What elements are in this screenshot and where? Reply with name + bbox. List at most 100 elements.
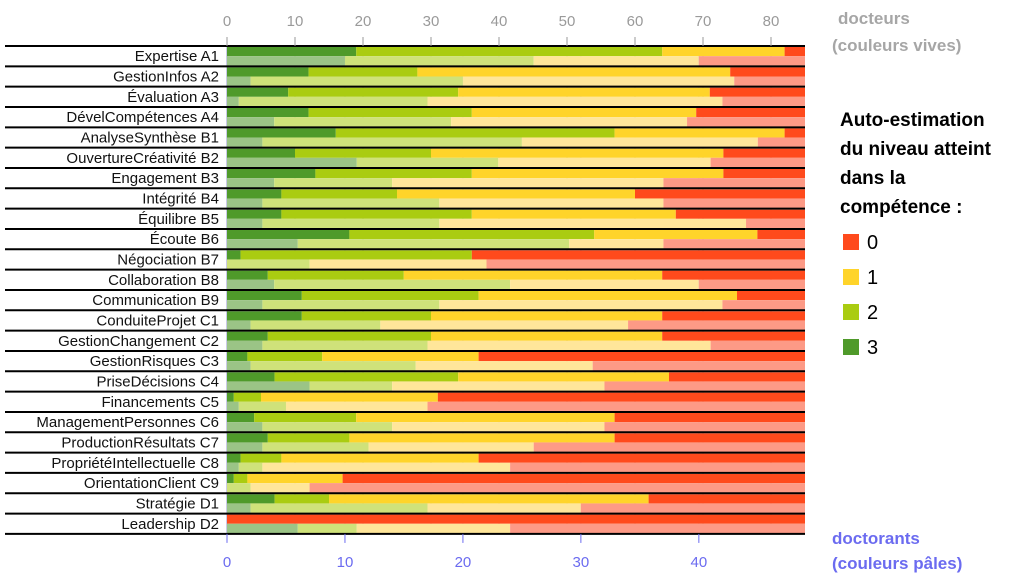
bar-segment-docteurs-level-0 — [675, 209, 805, 219]
bar-row — [227, 372, 805, 392]
bar-segment-docteurs-level-3 — [227, 290, 302, 301]
bar-segment-doctorants-level-0 — [722, 96, 805, 107]
bar-row — [227, 351, 805, 372]
category-label: ProductionRésultats C7 — [61, 434, 219, 451]
bar-segment-docteurs-level-2 — [274, 372, 459, 382]
bar-segment-doctorants-level-2 — [297, 523, 357, 534]
bar-segment-docteurs-level-2 — [254, 412, 357, 423]
bar-segment-doctorants-level-1 — [392, 381, 605, 392]
bar-segment-docteurs-level-1 — [614, 128, 785, 138]
bar-segment-doctorants-level-2 — [250, 503, 428, 514]
bar-segment-docteurs-level-3 — [227, 87, 289, 97]
bar-segment-doctorants-level-1 — [285, 401, 428, 412]
bar-row — [227, 453, 805, 473]
category-label: Collaboration B8 — [108, 272, 219, 289]
bar-segment-doctorants-level-2 — [274, 279, 511, 290]
category-label: GestionRisques C3 — [90, 353, 219, 370]
bar-segment-doctorants-level-3 — [227, 462, 239, 473]
bar-segment-docteurs-level-0 — [757, 229, 805, 240]
category-label: Communication B9 — [92, 292, 219, 309]
category-label: GestionChangement C2 — [58, 333, 219, 350]
bar-segment-docteurs-level-0 — [662, 331, 805, 341]
bottom-axis-doctorants: doctorants (couleurs pâles) 0 10 20 30 40 — [223, 529, 963, 573]
category-label: Évaluation A3 — [127, 89, 219, 106]
bar-segment-doctorants-level-3 — [227, 178, 275, 189]
bar-segment-doctorants-level-0 — [309, 483, 805, 494]
bar-segment-doctorants-level-1 — [309, 259, 487, 270]
bar-row — [227, 87, 805, 107]
bar-segment-doctorants-level-1 — [368, 442, 534, 453]
bar-segment-doctorants-level-0 — [628, 320, 805, 331]
bar-segment-doctorants-level-2 — [238, 401, 286, 412]
bar-segment-doctorants-level-2 — [262, 198, 440, 209]
category-label: PropriétéIntellectuelle C8 — [51, 455, 219, 472]
bar-segment-docteurs-level-1 — [322, 351, 479, 362]
bar-segment-doctorants-level-2 — [227, 259, 310, 270]
bar-segment-docteurs-level-2 — [308, 107, 472, 118]
bar-segment-doctorants-level-0 — [604, 422, 805, 433]
bar-segment-doctorants-level-1 — [569, 239, 664, 250]
category-label: OuvertureCréativité B2 — [66, 150, 219, 167]
bar-segment-docteurs-level-3 — [227, 250, 241, 260]
bar-segment-docteurs-level-2 — [233, 392, 261, 402]
top-tick-label: 50 — [559, 13, 576, 30]
bar-segment-docteurs-level-0 — [478, 453, 805, 463]
bar-segment-doctorants-level-3 — [227, 117, 275, 128]
bar-segment-doctorants-level-1 — [356, 523, 511, 534]
bar-segment-doctorants-level-2 — [238, 462, 263, 473]
category-label: AnalyseSynthèse B1 — [81, 129, 219, 146]
bar-segment-doctorants-level-0 — [427, 401, 805, 412]
bar-segment-doctorants-level-3 — [227, 422, 263, 433]
bar-segment-docteurs-level-1 — [458, 372, 669, 382]
bar-segment-docteurs-level-0 — [471, 250, 805, 260]
bar-segment-doctorants-level-3 — [227, 137, 263, 148]
category-label: Leadership D2 — [121, 516, 219, 533]
bar-segment-docteurs-level-2 — [233, 473, 248, 484]
bar-segment-docteurs-level-0 — [723, 168, 805, 179]
category-label: Écoute B6 — [150, 231, 219, 248]
bottom-tick-label: 30 — [573, 554, 590, 571]
category-label: Négociation B7 — [117, 251, 219, 268]
bar-segment-docteurs-level-3 — [227, 433, 268, 443]
bar-segment-docteurs-level-2 — [349, 229, 595, 240]
legend-title-line2: du niveau atteint — [840, 139, 992, 160]
top-tick-label: 0 — [223, 13, 231, 30]
top-tick-label: 70 — [695, 13, 712, 30]
bar-segment-doctorants-level-0 — [698, 279, 805, 290]
bar-segment-doctorants-level-2 — [238, 96, 428, 107]
bar-row — [227, 311, 805, 331]
bar-segment-docteurs-level-2 — [267, 331, 431, 341]
bar-segment-docteurs-level-3 — [227, 392, 234, 402]
bottom-tick-label: 40 — [690, 554, 707, 571]
bar-segment-doctorants-level-0 — [663, 198, 805, 209]
bar-segment-doctorants-level-3 — [227, 218, 263, 229]
bar-segment-docteurs-level-1 — [594, 229, 758, 240]
legend-label-level-3: 3 — [867, 337, 878, 359]
top-tick-label: 30 — [423, 13, 440, 30]
bar-segment-docteurs-level-3 — [227, 351, 248, 362]
bar-segment-doctorants-level-3 — [227, 279, 275, 290]
bar-segment-docteurs-level-0 — [342, 473, 805, 484]
bar-segment-docteurs-level-2 — [281, 209, 472, 219]
bottom-axis-title-line1: doctorants — [832, 529, 920, 548]
bar-segment-docteurs-level-0 — [437, 392, 805, 402]
top-axis-title-line1: docteurs — [838, 9, 910, 28]
bar-segment-doctorants-level-1 — [392, 422, 605, 433]
legend-swatch-level-1 — [843, 269, 859, 285]
bar-segment-doctorants-level-2 — [344, 56, 534, 67]
category-label: GestionInfos A2 — [113, 69, 219, 86]
bottom-tick-label: 0 — [223, 554, 231, 571]
bar-segment-docteurs-level-1 — [431, 311, 663, 321]
bar-segment-docteurs-level-2 — [356, 47, 663, 57]
bar-segment-doctorants-level-1 — [427, 96, 723, 107]
bar-segment-doctorants-level-1 — [439, 300, 723, 311]
bar-segment-doctorants-level-3 — [227, 523, 298, 534]
bar-segment-docteurs-level-1 — [662, 47, 785, 57]
bar-segment-docteurs-level-2 — [240, 250, 472, 260]
bar-segment-doctorants-level-3 — [227, 56, 345, 67]
bar-segment-docteurs-level-0 — [648, 494, 805, 504]
bar-segment-doctorants-level-3 — [227, 401, 239, 412]
bar-segment-docteurs-level-3 — [227, 168, 316, 179]
category-label: PriseDécisions C4 — [96, 373, 219, 390]
bar-segment-doctorants-level-1 — [262, 462, 511, 473]
